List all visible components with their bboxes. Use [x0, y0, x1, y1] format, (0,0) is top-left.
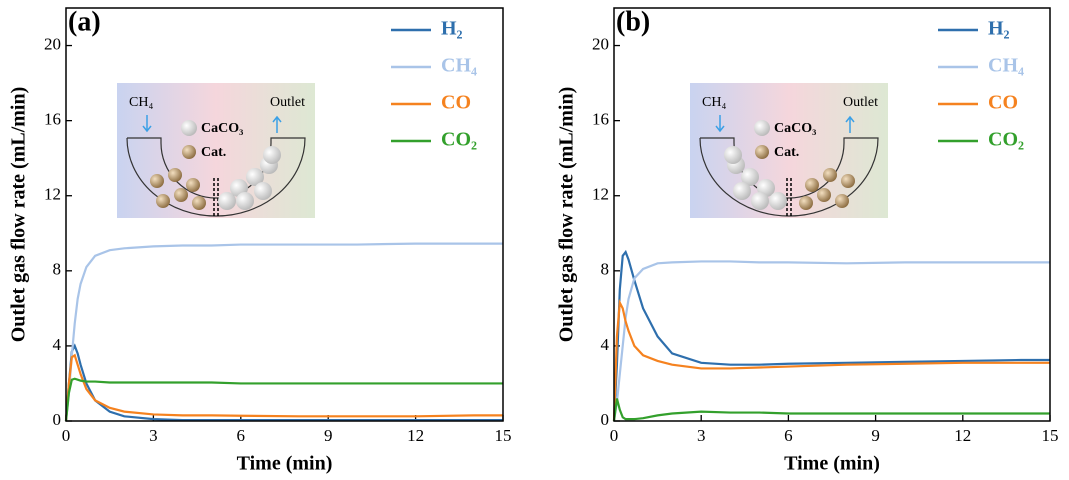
series-line: [612, 298, 1050, 422]
x-tick-label: 3: [149, 426, 158, 445]
x-tick-label: 0: [62, 426, 71, 445]
catalyst-ball: [156, 194, 170, 208]
inset-label: Cat.: [774, 145, 799, 160]
catalyst-ball: [168, 168, 182, 182]
x-axis-label: Time (min): [784, 453, 880, 475]
caco3-ball: [254, 182, 272, 200]
catalyst-ball: [823, 168, 837, 182]
legend-caco3-ball: [181, 120, 197, 136]
caco3-ball: [246, 168, 264, 186]
legend-label: CH₄: [441, 55, 477, 77]
series-line: [64, 353, 503, 422]
x-tick-label: 9: [324, 426, 333, 445]
plot-frame: [65, 7, 504, 422]
series-line: [612, 260, 1050, 422]
inset-label: CaCO₃: [774, 121, 816, 136]
y-tick-label: 8: [53, 260, 62, 279]
legend-label: CO₂: [988, 129, 1024, 151]
catalyst-ball: [174, 188, 188, 202]
catalyst-ball: [799, 196, 813, 210]
x-tick-label: 12: [954, 426, 971, 445]
series-line: [612, 249, 1050, 422]
outlet-arrow: [272, 115, 282, 133]
panel-label: (b): [616, 6, 650, 37]
legend-label: CH₄: [988, 55, 1024, 77]
catalyst-ball: [186, 178, 200, 192]
x-tick-label: 3: [697, 426, 706, 445]
inset-label: CH₄: [129, 95, 153, 110]
catalyst-ball: [841, 174, 855, 188]
catalyst-ball: [150, 174, 164, 188]
legend-catalyst-ball: [182, 145, 196, 159]
caco3-ball: [218, 192, 236, 210]
catalyst-ball: [817, 188, 831, 202]
caco3-ball: [263, 146, 281, 164]
x-tick-label: 15: [495, 426, 512, 445]
series-line: [64, 377, 503, 422]
y-tick-label: 4: [53, 335, 62, 354]
y-tick-label: 12: [592, 185, 609, 204]
x-axis-label: Time (min): [237, 453, 333, 475]
legend-caco3-ball: [754, 120, 770, 136]
x-tick-label: 12: [407, 426, 424, 445]
inset-label: Outlet: [270, 95, 305, 110]
panel: 0 4 8 12 16 20 0 3 6 9 12 15 CH₄ Outlet CaCO₃ Cat. H₂ CH₄…: [556, 6, 1059, 474]
y-tick-label: 20: [592, 34, 609, 53]
y-tick-label: 16: [592, 110, 609, 129]
x-tick-label: 9: [871, 426, 880, 445]
y-tick-label: 0: [53, 410, 62, 429]
legend-label: H₂: [441, 18, 463, 40]
catalyst-ball: [192, 196, 206, 210]
y-tick-label: 4: [601, 335, 610, 354]
panel-label: (a): [68, 6, 101, 37]
series-line: [64, 343, 503, 422]
legend-label: H₂: [988, 18, 1010, 40]
caco3-ball: [724, 146, 742, 164]
x-tick-label: 15: [1042, 426, 1059, 445]
inlet-arrow: [142, 115, 152, 133]
legend-label: CO: [441, 92, 471, 114]
x-tick-label: 0: [610, 426, 619, 445]
y-axis-label: Outlet gas flow rate (mL/min): [8, 87, 30, 343]
x-tick-label: 6: [784, 426, 793, 445]
inset-label: CH₄: [702, 95, 726, 110]
inset-label: Cat.: [201, 145, 226, 160]
x-tick-label: 6: [237, 426, 246, 445]
panel: 0 4 8 12 16 20 0 3 6 9 12 15 CH₄ Outlet CaCO₃ Cat. H₂ CH₄…: [8, 6, 512, 474]
y-tick-label: 8: [601, 260, 610, 279]
series-line: [64, 242, 503, 422]
inset-label: Outlet: [843, 95, 878, 110]
outlet-arrow: [845, 115, 855, 133]
y-tick-label: 12: [44, 185, 61, 204]
inset-bg: [690, 83, 888, 218]
y-tick-label: 20: [44, 34, 61, 53]
caco3-ball: [741, 168, 759, 186]
catalyst-ball: [805, 178, 819, 192]
caco3-ball: [733, 182, 751, 200]
catalyst-ball: [835, 194, 849, 208]
series-line: [612, 398, 1050, 422]
y-axis-label: Outlet gas flow rate (mL/min): [556, 87, 578, 343]
legend-label: CO: [988, 92, 1018, 114]
caco3-ball: [769, 192, 787, 210]
y-tick-label: 0: [601, 410, 610, 429]
plot-frame: [613, 7, 1051, 422]
inset-label: CaCO₃: [201, 121, 243, 136]
legend-label: CO₂: [441, 129, 477, 151]
y-tick-label: 16: [44, 110, 61, 129]
inset-bg: [117, 83, 315, 218]
legend-catalyst-ball: [755, 145, 769, 159]
caco3-ball: [236, 192, 254, 210]
caco3-ball: [751, 192, 769, 210]
inlet-arrow: [715, 115, 725, 133]
